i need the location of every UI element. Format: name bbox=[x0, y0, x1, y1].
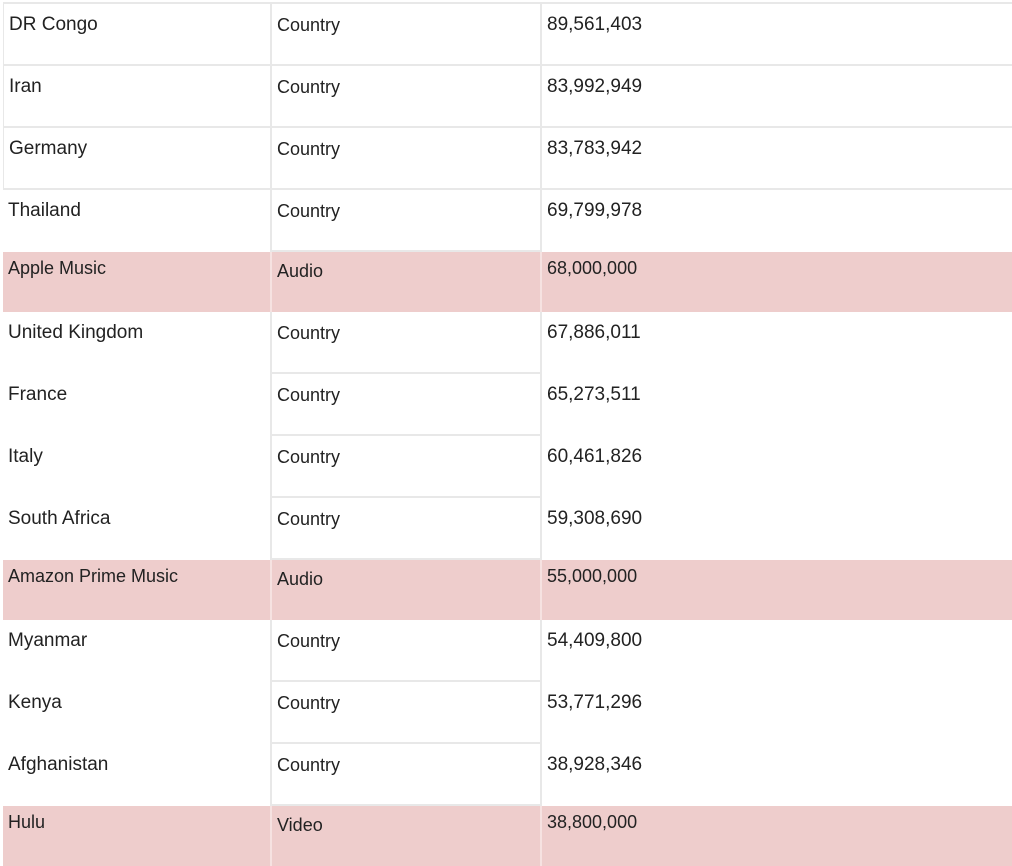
population-table: DR Congo Country 89,561,403 Iran Country 83,9… bbox=[3, 2, 1012, 866]
table-row: Myanmar Country 54,409,800 bbox=[3, 620, 1012, 682]
row-value-cell: 59,308,690 bbox=[547, 508, 643, 529]
table-row: Kenya Country 53,771,296 bbox=[3, 682, 1012, 744]
row-name-cell: Thailand bbox=[3, 190, 272, 252]
row-value-cell: 60,461,826 bbox=[547, 446, 643, 467]
row-name-cell: Myanmar bbox=[3, 620, 272, 682]
row-value-cell: 38,800,000 bbox=[547, 812, 638, 832]
row-value-cell: 53,771,296 bbox=[547, 692, 643, 713]
row-name-cell: Hulu bbox=[3, 806, 272, 866]
table-row: Hulu Video 38,800,000 bbox=[3, 806, 1012, 866]
row-type-cell: Audio bbox=[272, 560, 542, 620]
row-type-cell: Country bbox=[272, 744, 542, 806]
row-type-cell: Country bbox=[272, 190, 542, 252]
table-row: Afghanistan Country 38,928,346 bbox=[3, 744, 1012, 806]
row-name-cell: Iran bbox=[3, 66, 272, 128]
row-type-cell: Video bbox=[272, 806, 542, 866]
table-row: Italy Country 60,461,826 bbox=[3, 436, 1012, 498]
row-name-cell: Amazon Prime Music bbox=[3, 560, 272, 620]
row-type-cell: Country bbox=[272, 620, 542, 682]
table-row: South Africa Country 59,308,690 bbox=[3, 498, 1012, 560]
row-value-cell: 67,886,011 bbox=[547, 322, 641, 343]
row-type-cell: Country bbox=[272, 682, 542, 744]
row-value-cell: 68,000,000 bbox=[547, 258, 638, 278]
row-type-cell: Country bbox=[272, 436, 542, 498]
table-row: Thailand Country 69,799,978 bbox=[3, 190, 1012, 252]
table-row: DR Congo Country 89,561,403 bbox=[3, 2, 1012, 66]
table-row: France Country 65,273,511 bbox=[3, 374, 1012, 436]
row-value-cell: 65,273,511 bbox=[547, 384, 641, 405]
row-name-cell: Kenya bbox=[3, 682, 272, 744]
row-name-cell: South Africa bbox=[3, 498, 272, 560]
row-name-cell: DR Congo bbox=[3, 4, 272, 66]
row-type-cell: Country bbox=[272, 498, 542, 560]
row-value-cell: 38,928,346 bbox=[547, 754, 643, 775]
table-row: United Kingdom Country 67,886,011 bbox=[3, 312, 1012, 374]
row-name-cell: Germany bbox=[3, 128, 272, 190]
row-type-cell: Audio bbox=[272, 252, 542, 312]
row-value-cell: 89,561,403 bbox=[542, 4, 1012, 66]
row-name-cell: France bbox=[3, 374, 272, 436]
table-row: Iran Country 83,992,949 bbox=[3, 66, 1012, 128]
row-value-cell: 69,799,978 bbox=[547, 200, 643, 221]
table-row: Germany Country 83,783,942 bbox=[3, 128, 1012, 190]
row-value-cell: 83,992,949 bbox=[542, 66, 1012, 128]
row-name-cell: Italy bbox=[3, 436, 272, 498]
row-type-cell: Country bbox=[272, 4, 542, 66]
row-name-cell: Apple Music bbox=[3, 252, 272, 312]
row-type-cell: Country bbox=[272, 312, 542, 374]
row-value-cell: 54,409,800 bbox=[547, 630, 643, 651]
row-value-cell: 83,783,942 bbox=[542, 128, 1012, 190]
row-name-cell: United Kingdom bbox=[3, 312, 272, 374]
row-name-cell: Afghanistan bbox=[3, 744, 272, 806]
table-row: Amazon Prime Music Audio 55,000,000 bbox=[3, 560, 1012, 620]
row-type-cell: Country bbox=[272, 66, 542, 128]
table-row: Apple Music Audio 68,000,000 bbox=[3, 252, 1012, 312]
row-type-cell: Country bbox=[272, 128, 542, 190]
row-value-cell: 55,000,000 bbox=[547, 566, 638, 586]
row-type-cell: Country bbox=[272, 374, 542, 436]
